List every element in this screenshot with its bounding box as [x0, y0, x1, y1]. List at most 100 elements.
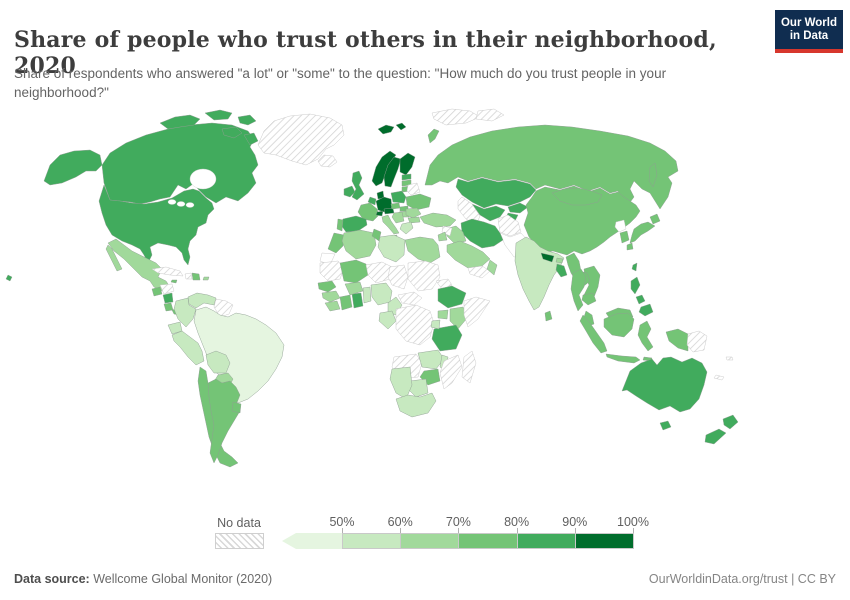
- country-south-korea[interactable]: [619, 230, 630, 244]
- country-ukraine[interactable]: [405, 193, 432, 211]
- country-uzbekistan[interactable]: [471, 203, 506, 222]
- country-netherlands[interactable]: [367, 196, 377, 206]
- country-yemen[interactable]: [467, 265, 491, 279]
- country-greenland[interactable]: [257, 113, 345, 166]
- country-iran[interactable]: [460, 218, 504, 249]
- country-senegal[interactable]: [317, 280, 337, 293]
- country-indonesia[interactable]: [665, 328, 689, 352]
- country-ivory-coast[interactable]: [339, 294, 353, 311]
- country-nepal[interactable]: [540, 252, 555, 263]
- country-japan[interactable]: [626, 242, 634, 251]
- country-poland[interactable]: [390, 190, 407, 204]
- country-jordan[interactable]: [437, 231, 448, 242]
- country-finland[interactable]: [399, 152, 416, 176]
- country-nigeria[interactable]: [370, 282, 393, 306]
- country-sudan[interactable]: [407, 260, 441, 292]
- country-namibia[interactable]: [389, 366, 413, 400]
- country-puerto-rico[interactable]: [202, 276, 210, 281]
- country-canada[interactable]: [101, 122, 259, 205]
- country-kazakhstan[interactable]: [455, 177, 537, 209]
- country-canada[interactable]: [159, 114, 201, 130]
- no-data-swatch[interactable]: [215, 533, 264, 549]
- country-belarus[interactable]: [406, 182, 421, 196]
- country-australia[interactable]: [621, 356, 708, 413]
- country-canada[interactable]: [237, 114, 257, 126]
- country-colombia[interactable]: [173, 297, 197, 328]
- legend-bin-under-50[interactable]: [282, 533, 342, 549]
- country-bangladesh[interactable]: [555, 263, 568, 278]
- country-mongolia[interactable]: [551, 187, 603, 206]
- country-sri-lanka[interactable]: [544, 310, 553, 322]
- country-rwanda[interactable]: [430, 319, 441, 330]
- country-guatemala[interactable]: [151, 286, 163, 297]
- country-united-states[interactable]: [98, 184, 215, 266]
- country-mexico[interactable]: [105, 244, 123, 272]
- country-haiti[interactable]: [184, 272, 193, 280]
- country-afghanistan[interactable]: [497, 214, 522, 237]
- country-bhutan[interactable]: [555, 257, 564, 264]
- country-australia[interactable]: [659, 420, 672, 431]
- country-canada[interactable]: [243, 132, 259, 146]
- country-new-zealand[interactable]: [722, 414, 739, 430]
- country-taiwan[interactable]: [631, 262, 638, 272]
- country-canada[interactable]: [204, 109, 233, 121]
- country-indonesia[interactable]: [605, 353, 641, 364]
- country-indonesia[interactable]: [603, 312, 635, 338]
- country-somalia[interactable]: [463, 296, 491, 328]
- country-china[interactable]: [523, 185, 641, 256]
- country-mali[interactable]: [339, 259, 369, 284]
- country-turkey[interactable]: [419, 212, 457, 228]
- country-canada[interactable]: [221, 126, 243, 139]
- country-syria[interactable]: [441, 225, 453, 237]
- country-uruguay[interactable]: [231, 401, 242, 414]
- legend-bin-90-100[interactable]: [574, 533, 634, 549]
- country-franz-josef-land[interactable]: [475, 108, 505, 122]
- country-portugal[interactable]: [336, 218, 344, 232]
- country-democratic-republic-of-congo[interactable]: [395, 304, 435, 346]
- country-franz-josef-land[interactable]: [431, 108, 481, 126]
- country-morocco[interactable]: [327, 232, 345, 254]
- country-ghana[interactable]: [351, 292, 364, 309]
- country-bolivia[interactable]: [205, 350, 231, 374]
- country-uganda[interactable]: [437, 309, 449, 320]
- legend-bin-60-70[interactable]: [400, 533, 460, 549]
- country-central-african-republic[interactable]: [397, 291, 423, 306]
- country-mozambique[interactable]: [439, 354, 463, 390]
- country-indonesia[interactable]: [579, 314, 608, 354]
- country-zambia[interactable]: [417, 349, 445, 370]
- country-philippines[interactable]: [635, 294, 646, 305]
- country-nicaragua[interactable]: [162, 292, 174, 304]
- country-oman[interactable]: [486, 259, 498, 276]
- country-costa-rica[interactable]: [163, 302, 174, 312]
- country-south-africa[interactable]: [395, 392, 437, 418]
- country-spain[interactable]: [340, 215, 368, 233]
- country-norway[interactable]: [395, 122, 407, 131]
- country-argentina[interactable]: [207, 378, 241, 464]
- country-guinea[interactable]: [321, 290, 341, 303]
- country-iceland[interactable]: [317, 154, 338, 168]
- country-eritrea[interactable]: [435, 278, 453, 290]
- country-united-kingdom[interactable]: [351, 170, 365, 201]
- country-congo[interactable]: [378, 310, 397, 330]
- country-guyana[interactable]: [213, 298, 234, 318]
- legend-bin-50-60[interactable]: [342, 533, 402, 549]
- country-new-zealand[interactable]: [704, 428, 727, 445]
- country-jamaica[interactable]: [170, 279, 178, 284]
- country-north-korea[interactable]: [614, 219, 627, 233]
- country-peru[interactable]: [171, 330, 205, 366]
- country-italy[interactable]: [381, 214, 400, 235]
- country-mauritania[interactable]: [319, 260, 345, 282]
- country-thailand[interactable]: [570, 268, 587, 312]
- country-russia[interactable]: [427, 128, 440, 144]
- country-czechia[interactable]: [390, 202, 401, 210]
- country-dominican-republic[interactable]: [191, 272, 201, 281]
- country-kyrgyzstan[interactable]: [507, 202, 529, 214]
- country-benin[interactable]: [362, 286, 372, 304]
- country-chad[interactable]: [387, 264, 409, 290]
- country-serbia[interactable]: [391, 211, 405, 224]
- country-honduras[interactable]: [159, 283, 175, 295]
- country-cuba[interactable]: [151, 266, 184, 277]
- country-estonia[interactable]: [401, 173, 412, 181]
- country-france[interactable]: [357, 202, 380, 222]
- country-venezuela[interactable]: [187, 292, 217, 309]
